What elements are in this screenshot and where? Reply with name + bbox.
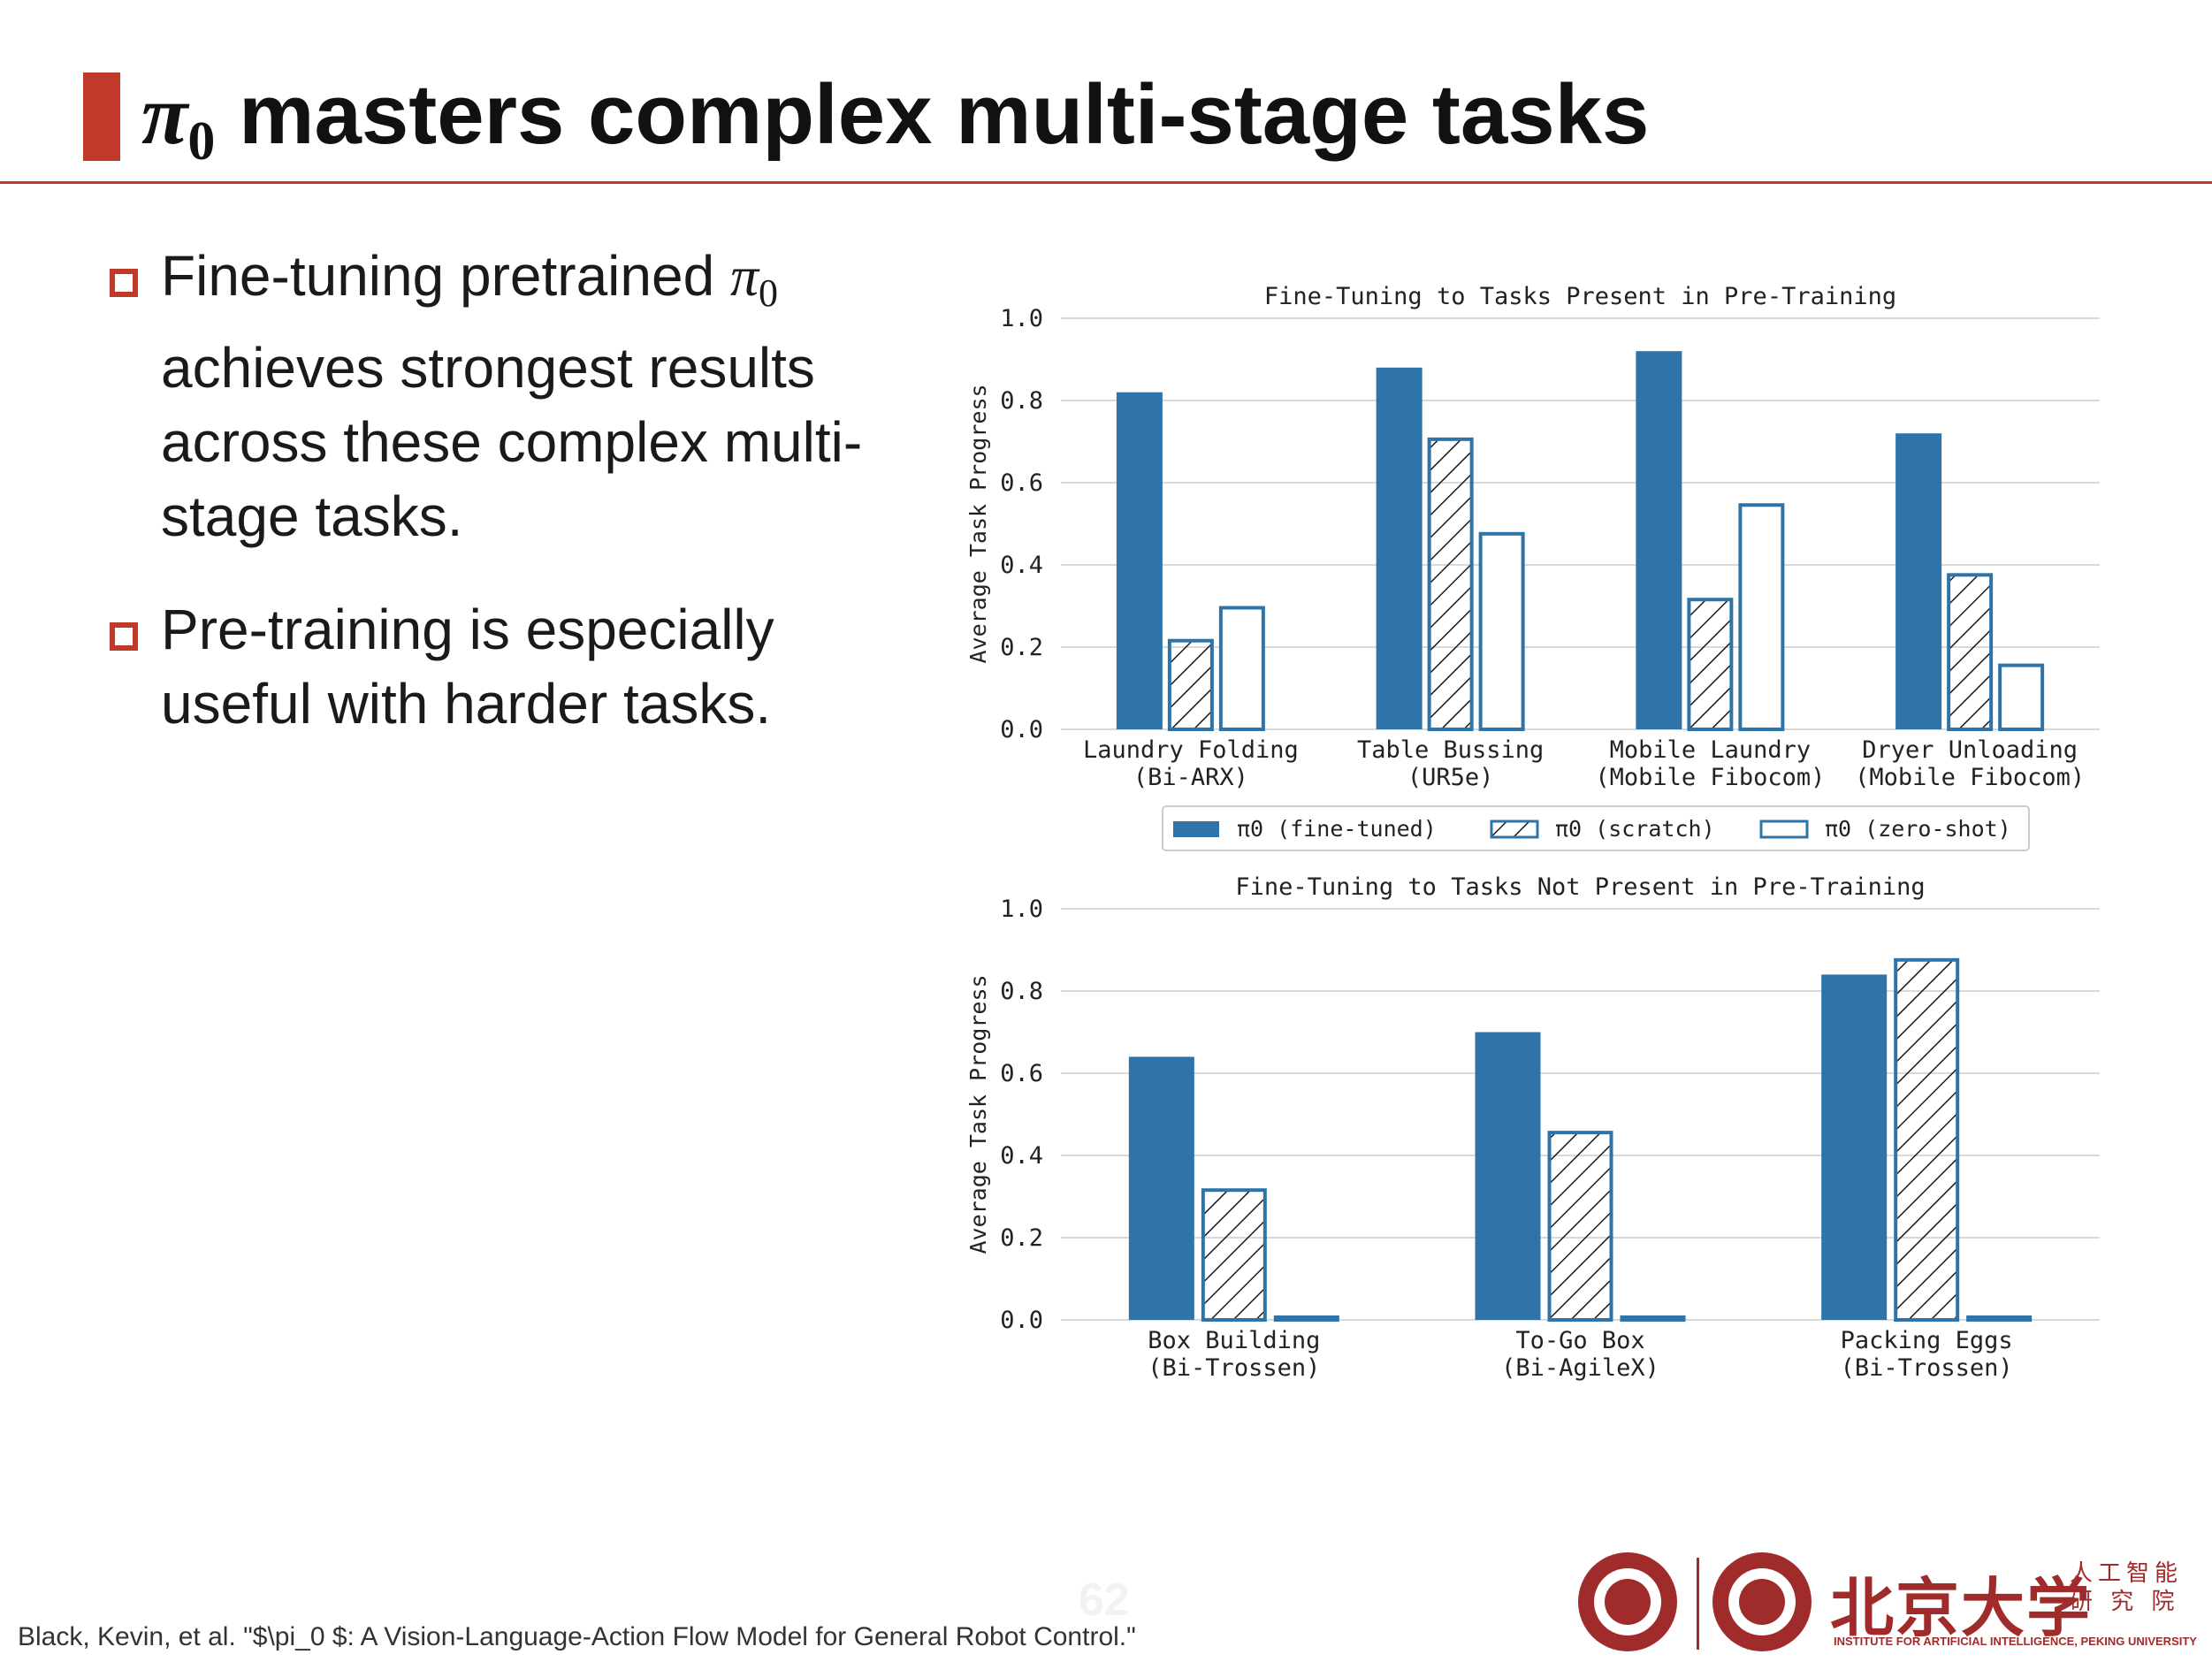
x-tick-label: To-Go Box (1515, 1327, 1644, 1354)
legend-box (1162, 805, 2030, 851)
bar (1201, 1188, 1267, 1322)
x-tick-sublabel: (Bi-Trossen) (1148, 1354, 1320, 1382)
institute-name-en: INSTITUTE FOR ARTIFICIAL INTELLIGENCE, P… (1834, 1635, 2197, 1648)
title-text: masters complex multi-stage tasks (215, 67, 1650, 162)
page-number: 62 (1079, 1574, 1130, 1626)
bar (1895, 433, 1942, 729)
y-tick-label: 0.2 (1000, 634, 1043, 661)
y-tick-label: 0.2 (1000, 1224, 1043, 1252)
bar (1687, 598, 1734, 732)
x-tick-sublabel: (Mobile Fibocom) (1855, 764, 2085, 791)
y-tick-label: 0.6 (1000, 469, 1043, 497)
bullet-square-icon (110, 269, 138, 297)
bullet-item: Pre-training is especially useful with h… (106, 592, 902, 741)
y-tick-label: 0.4 (1000, 552, 1043, 579)
bar (1475, 1032, 1541, 1320)
x-tick-sublabel: (Bi-AgileX) (1501, 1354, 1659, 1382)
y-axis-label: Average Task Progress (965, 974, 991, 1254)
bar (1821, 974, 1888, 1320)
legend-swatch (1759, 820, 1809, 839)
bar (1478, 531, 1525, 731)
bar (1547, 1131, 1613, 1322)
x-tick-label: Dryer Unloading (1862, 736, 2078, 764)
pku-seal-icon (1578, 1552, 1677, 1651)
bar (1376, 367, 1423, 729)
title-accent-bar (83, 72, 120, 161)
y-tick-label: 1.0 (1000, 896, 1043, 923)
institute-seal-icon (1712, 1552, 1812, 1651)
y-tick-label: 1.0 (1000, 305, 1043, 332)
legend-swatch (1173, 821, 1219, 837)
chart-title: Fine-Tuning to Tasks Present in Pre-Trai… (1264, 283, 1896, 310)
bar (1947, 573, 1994, 731)
bar (1998, 663, 2045, 732)
bullet-square-icon (110, 622, 138, 651)
bar (1966, 1315, 2033, 1322)
bar-charts: Fine-Tuning to Tasks Present in Pre-Trai… (965, 283, 2100, 1382)
citation: Black, Kevin, et al. "$\pi_0 $: A Vision… (18, 1622, 1136, 1651)
title-pi: π (141, 67, 188, 162)
y-tick-label: 0.4 (1000, 1142, 1043, 1170)
title-pi-subscript: 0 (187, 111, 216, 172)
bar (1128, 1056, 1194, 1320)
bullet-pi-subscript: 0 (759, 271, 778, 315)
bullet-item: Fine-tuning pretrained π0 achieves stron… (106, 239, 902, 553)
x-tick-label: Table Bussing (1357, 736, 1544, 764)
bullet-text-pre: Pre-training is especially useful with h… (161, 598, 774, 736)
university-logos: 北京大学 人工智能 研 究 院 INSTITUTE FOR ARTIFICIAL… (1578, 1545, 2197, 1660)
x-tick-label: Packing Eggs (1841, 1327, 2013, 1354)
bar (1218, 606, 1265, 731)
x-tick-label: Box Building (1148, 1327, 1320, 1354)
slide-title: π0 masters complex multi-stage tasks (141, 62, 1650, 172)
y-tick-label: 0.8 (1000, 978, 1043, 1005)
bullet-text-post: achieves strongest results across these … (161, 336, 863, 548)
x-tick-sublabel: (Bi-Trossen) (1841, 1354, 2013, 1382)
y-tick-label: 0.0 (1000, 1307, 1043, 1334)
y-tick-label: 0.6 (1000, 1060, 1043, 1087)
chart-title: Fine-Tuning to Tasks Not Present in Pre-… (1235, 873, 1925, 901)
x-tick-label: Laundry Folding (1083, 736, 1299, 764)
x-tick-label: Mobile Laundry (1610, 736, 1812, 764)
legend-label: π0 (fine-tuned) (1237, 816, 1437, 842)
bar (1620, 1315, 1686, 1322)
bar (1167, 638, 1214, 732)
legend-swatch (1490, 820, 1539, 839)
title-divider (0, 181, 2212, 184)
bullet-pi: π (729, 245, 759, 308)
logo-divider (1697, 1558, 1699, 1650)
university-name: 北京大学 (1830, 1574, 2093, 1644)
institute-name-cn: 人工智能 研 究 院 (2070, 1560, 2184, 1615)
x-tick-sublabel: (UR5e) (1407, 764, 1494, 791)
y-tick-label: 0.0 (1000, 716, 1043, 743)
bar (1273, 1315, 1339, 1322)
legend-label: π0 (zero-shot) (1825, 816, 2011, 842)
bar (1894, 957, 1960, 1322)
y-tick-label: 0.8 (1000, 387, 1043, 415)
x-tick-sublabel: (Bi-ARX) (1133, 764, 1248, 791)
x-tick-sublabel: (Mobile Fibocom) (1595, 764, 1825, 791)
bar (1636, 351, 1682, 729)
bar (1427, 437, 1474, 731)
bullet-text-pre: Fine-tuning pretrained (161, 244, 730, 308)
bullet-list: Fine-tuning pretrained π0 achieves stron… (106, 239, 902, 780)
bar (1116, 392, 1163, 729)
y-axis-label: Average Task Progress (965, 384, 991, 663)
legend-label: π0 (scratch) (1555, 816, 1715, 842)
bar (1738, 503, 1785, 731)
